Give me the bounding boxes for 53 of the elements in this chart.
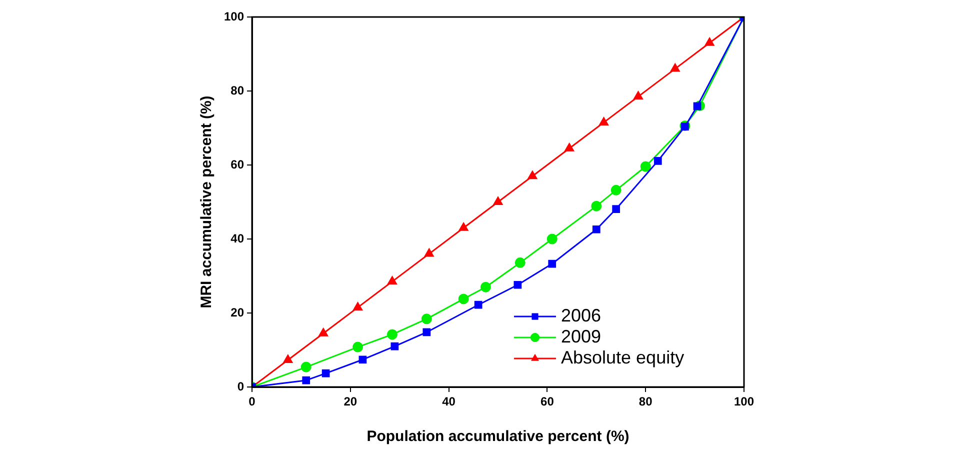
point	[564, 143, 574, 152]
y-tick-label: 80	[230, 83, 244, 98]
point	[612, 205, 620, 213]
point	[514, 257, 526, 268]
point	[693, 102, 702, 110]
point	[352, 342, 364, 352]
x-tick-label: 40	[442, 394, 456, 409]
point	[422, 328, 431, 336]
point	[548, 260, 556, 268]
point	[610, 184, 622, 196]
point	[474, 300, 482, 309]
point	[704, 38, 714, 46]
point	[591, 200, 602, 212]
point	[358, 356, 367, 364]
point	[640, 161, 651, 172]
point	[300, 362, 312, 372]
y-tick-label: 0	[237, 379, 244, 394]
point	[599, 117, 608, 126]
point	[458, 222, 468, 231]
x-axis-title: Population accumulative percent (%)	[366, 428, 630, 446]
point	[388, 276, 397, 285]
point	[283, 354, 293, 363]
point	[386, 329, 398, 340]
legend-label: Absolute equity	[561, 347, 684, 368]
y-tick-label: 40	[230, 231, 244, 246]
y-tick-label: 60	[230, 157, 244, 172]
point	[390, 342, 399, 350]
point	[424, 248, 434, 257]
y-tick-label: 20	[230, 305, 244, 320]
x-tick-label: 80	[638, 394, 653, 409]
point	[353, 302, 362, 310]
point	[514, 280, 522, 289]
x-tick-label: 0	[248, 394, 256, 409]
point	[592, 225, 600, 234]
x-tick-label: 20	[344, 394, 358, 409]
legend-label: 2006	[561, 305, 602, 326]
y-tick-label: 100	[224, 9, 244, 24]
point	[421, 314, 432, 324]
point	[322, 369, 330, 378]
point	[318, 328, 328, 336]
point	[480, 282, 491, 292]
point	[493, 196, 503, 205]
x-tick-label: 100	[734, 394, 754, 409]
point	[528, 170, 538, 180]
point	[458, 294, 469, 304]
y-axis-title: MRI accumulative percent (%)	[198, 96, 216, 308]
point	[654, 157, 662, 165]
legend-label: 2009	[561, 326, 602, 346]
x-tick-label: 60	[540, 394, 554, 409]
point	[302, 376, 310, 384]
point	[634, 91, 643, 100]
point	[670, 64, 680, 72]
point	[546, 234, 558, 244]
